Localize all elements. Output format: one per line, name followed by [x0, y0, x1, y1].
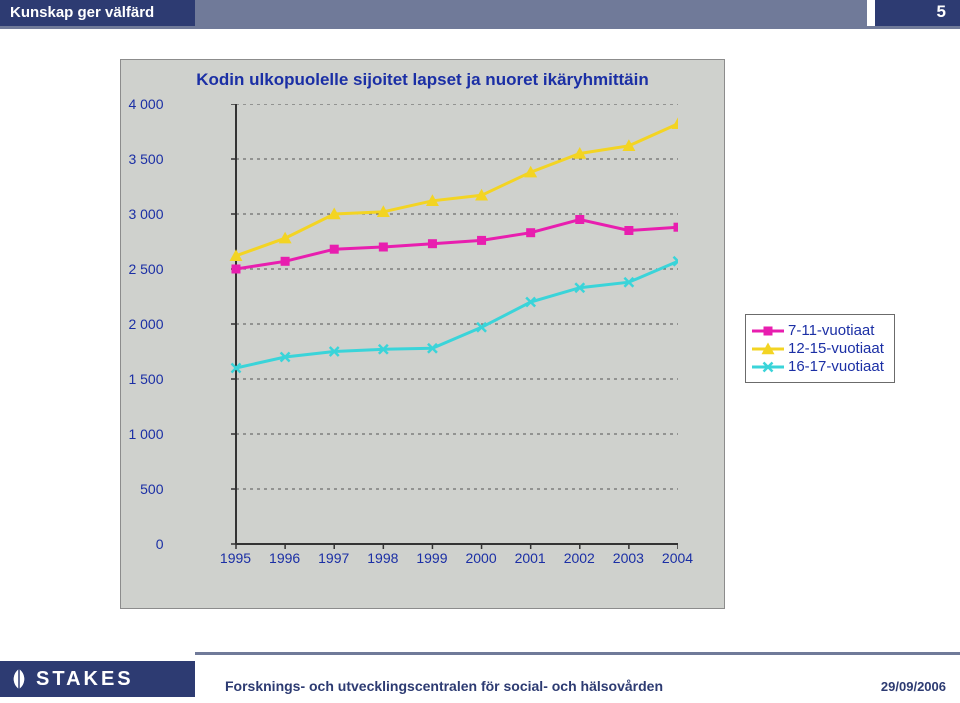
slide-page: Kunskap ger välfärd 5 Kodin ulkopuolelle… — [0, 0, 960, 703]
legend-item: 12-15-vuotiaat — [752, 340, 884, 357]
x-tick-label: 1999 — [416, 550, 447, 566]
header-spacer — [195, 0, 867, 26]
y-tick-label: 3 500 — [128, 151, 163, 167]
header-title: Kunskap ger välfärd — [0, 0, 195, 26]
footer-row: STAKES Forsknings- och utvecklingscentra… — [0, 655, 960, 703]
y-tick-label: 1 000 — [128, 426, 163, 442]
legend-label: 7-11-vuotiaat — [788, 322, 874, 339]
page-number: 5 — [875, 0, 960, 26]
x-tick-label: 1995 — [220, 550, 251, 566]
legend-label: 12-15-vuotiaat — [788, 340, 884, 357]
y-tick-label: 2 000 — [128, 316, 163, 332]
header-row: Kunskap ger välfärd 5 — [0, 0, 960, 26]
legend-swatch — [752, 342, 784, 356]
x-tick-label: 2001 — [515, 550, 546, 566]
legend-swatch — [752, 360, 784, 374]
x-tick-label: 1998 — [367, 550, 398, 566]
x-tick-label: 2004 — [662, 550, 693, 566]
content-area: Kodin ulkopuolelle sijoitet lapset ja nu… — [0, 29, 960, 652]
chart-container: Kodin ulkopuolelle sijoitet lapset ja nu… — [120, 59, 725, 609]
chart-legend: 7-11-vuotiaat12-15-vuotiaat16-17-vuotiaa… — [745, 314, 895, 383]
chart-plot-area: 05001 0001 5002 0002 5003 0003 5004 0001… — [168, 104, 678, 544]
y-tick-label: 2 500 — [128, 261, 163, 277]
y-tick-label: 0 — [156, 536, 164, 552]
x-tick-label: 2002 — [564, 550, 595, 566]
legend-swatch — [752, 324, 784, 338]
stakes-logo: STAKES — [0, 661, 195, 697]
y-tick-label: 3 000 — [128, 206, 163, 222]
x-tick-label: 1997 — [318, 550, 349, 566]
legend-label: 16-17-vuotiaat — [788, 358, 884, 375]
y-tick-label: 1 500 — [128, 371, 163, 387]
legend-item: 16-17-vuotiaat — [752, 358, 884, 375]
header-gap — [867, 0, 875, 26]
y-tick-label: 500 — [140, 481, 163, 497]
x-tick-label: 2003 — [613, 550, 644, 566]
x-tick-label: 2000 — [465, 550, 496, 566]
legend-item: 7-11-vuotiaat — [752, 322, 884, 339]
chart-title: Kodin ulkopuolelle sijoitet lapset ja nu… — [121, 70, 724, 90]
x-tick-label: 1996 — [269, 550, 300, 566]
logo-text: STAKES — [36, 668, 134, 691]
leaf-icon — [8, 668, 30, 690]
footer-org: Forsknings- och utvecklingscentralen för… — [195, 664, 850, 694]
footer-date: 29/09/2006 — [850, 665, 960, 694]
y-tick-label: 4 000 — [128, 96, 163, 112]
